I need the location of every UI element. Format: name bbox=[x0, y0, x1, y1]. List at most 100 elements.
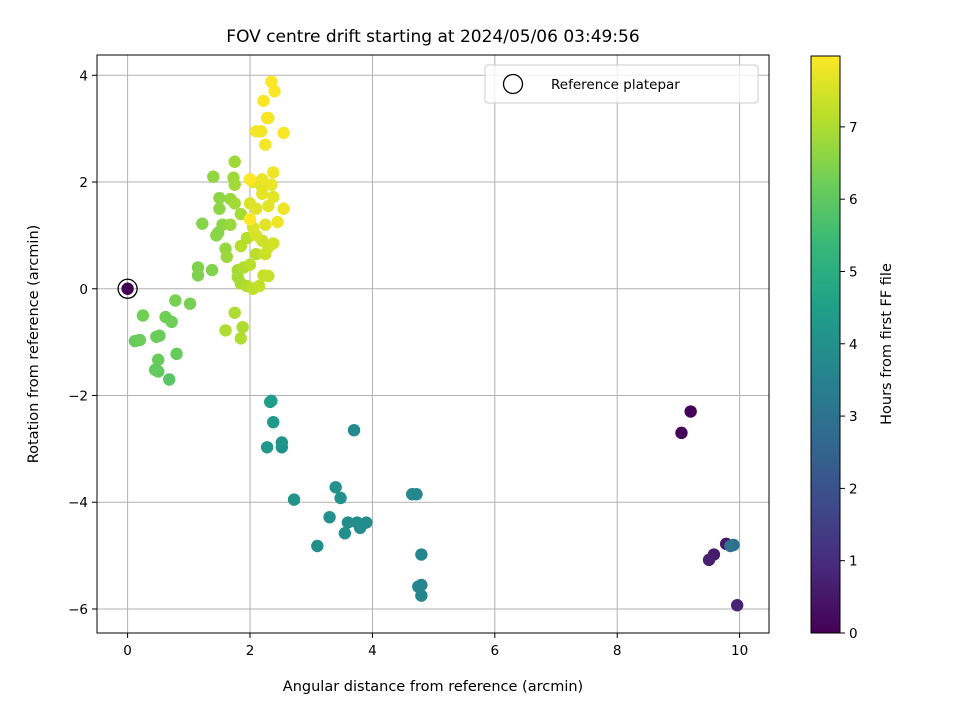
data-point bbox=[415, 548, 428, 561]
y-tick-label: 2 bbox=[79, 175, 88, 191]
data-point bbox=[205, 263, 219, 277]
data-point bbox=[262, 111, 275, 125]
colorbar-tick-label: 6 bbox=[849, 192, 858, 208]
x-axis-ticks: 0 2 4 6 8 10 bbox=[123, 633, 748, 659]
data-point bbox=[334, 491, 347, 505]
colorbar: 0 1 2 3 4 5 6 7 Hours from first FF file bbox=[810, 55, 895, 642]
data-point bbox=[228, 155, 241, 168]
data-point bbox=[254, 125, 268, 138]
x-axis-label: Angular distance from reference (arcmin) bbox=[283, 679, 583, 695]
data-point bbox=[350, 516, 364, 529]
data-point bbox=[219, 324, 232, 337]
data-point bbox=[267, 166, 280, 179]
x-tick-label: 6 bbox=[491, 643, 500, 659]
data-point bbox=[259, 138, 272, 151]
y-tick-label: −2 bbox=[68, 389, 88, 405]
colorbar-tick-label: 7 bbox=[849, 120, 858, 136]
colorbar-tick-label: 5 bbox=[849, 264, 858, 280]
data-point bbox=[405, 488, 419, 501]
data-point bbox=[169, 294, 182, 307]
colorbar-tick-label: 2 bbox=[849, 481, 858, 497]
data-point bbox=[265, 75, 278, 88]
data-point bbox=[268, 85, 281, 98]
data-point bbox=[260, 441, 274, 454]
x-tick-label: 4 bbox=[368, 643, 377, 659]
data-point bbox=[234, 332, 248, 345]
data-point bbox=[196, 217, 209, 230]
data-point bbox=[243, 213, 257, 226]
y-tick-label: 0 bbox=[79, 282, 88, 298]
reference-marker bbox=[117, 278, 138, 299]
legend-reference-marker bbox=[502, 73, 524, 95]
data-point bbox=[236, 320, 249, 334]
data-point bbox=[675, 426, 688, 440]
reference-point-dot bbox=[121, 282, 134, 295]
data-point bbox=[170, 347, 183, 361]
legend-box bbox=[484, 64, 759, 104]
data-point bbox=[191, 261, 205, 274]
data-point bbox=[207, 170, 220, 183]
grid-lines bbox=[97, 55, 769, 633]
data-point bbox=[702, 553, 716, 567]
data-point bbox=[724, 539, 737, 553]
data-point bbox=[684, 405, 697, 418]
data-point bbox=[267, 237, 280, 250]
data-point bbox=[271, 215, 284, 229]
data-point bbox=[252, 279, 266, 293]
data-point bbox=[210, 229, 223, 242]
y-axis-label: Rotation from reference (arcmin) bbox=[26, 225, 42, 464]
data-point bbox=[213, 202, 226, 215]
data-point bbox=[228, 197, 241, 210]
data-points bbox=[128, 75, 744, 612]
colorbar-tick-label: 0 bbox=[849, 626, 858, 642]
data-point bbox=[256, 173, 269, 186]
data-point bbox=[259, 218, 272, 231]
data-point bbox=[341, 516, 355, 529]
data-point bbox=[228, 178, 241, 191]
colorbar-tick-label: 4 bbox=[849, 337, 858, 353]
colorbar-label: Hours from first FF file bbox=[879, 263, 895, 425]
data-point bbox=[275, 436, 289, 449]
chart-title: FOV centre drift starting at 2024/05/06 … bbox=[226, 27, 639, 47]
data-point bbox=[243, 258, 257, 271]
legend: Reference platepar bbox=[484, 64, 759, 104]
colorbar-gradient bbox=[810, 55, 841, 634]
colorbar-tick-label: 1 bbox=[849, 554, 858, 570]
data-point bbox=[323, 510, 336, 524]
x-tick-label: 0 bbox=[123, 643, 132, 659]
colorbar-ticks: 0 1 2 3 4 5 6 7 bbox=[840, 120, 858, 642]
data-point bbox=[265, 178, 278, 191]
data-point bbox=[730, 599, 744, 612]
y-tick-label: 4 bbox=[79, 68, 88, 84]
data-point bbox=[220, 250, 233, 263]
data-point bbox=[228, 306, 241, 319]
data-point bbox=[234, 207, 248, 221]
data-point bbox=[287, 493, 301, 506]
data-point bbox=[265, 394, 278, 408]
data-point bbox=[277, 126, 290, 140]
data-point bbox=[224, 218, 237, 231]
x-tick-label: 8 bbox=[613, 643, 622, 659]
data-point bbox=[249, 247, 263, 261]
data-point bbox=[277, 202, 290, 215]
data-point bbox=[329, 481, 342, 494]
y-axis-ticks: 4 2 0 −2 −4 −6 bbox=[68, 68, 97, 618]
data-point bbox=[183, 297, 197, 310]
data-point bbox=[338, 526, 352, 540]
x-tick-label: 2 bbox=[246, 643, 255, 659]
data-point bbox=[249, 202, 263, 215]
colorbar-tick-label: 3 bbox=[849, 409, 858, 425]
data-point bbox=[152, 353, 165, 366]
data-point bbox=[267, 190, 280, 204]
plot-frame bbox=[96, 54, 770, 634]
x-tick-label: 10 bbox=[731, 643, 748, 659]
data-point bbox=[148, 363, 162, 377]
reference-point-ring bbox=[117, 278, 138, 299]
data-point bbox=[415, 589, 428, 602]
data-point bbox=[159, 310, 172, 324]
data-point bbox=[163, 373, 176, 386]
data-point bbox=[311, 539, 324, 553]
y-tick-label: −4 bbox=[68, 495, 88, 511]
data-point bbox=[262, 199, 275, 213]
